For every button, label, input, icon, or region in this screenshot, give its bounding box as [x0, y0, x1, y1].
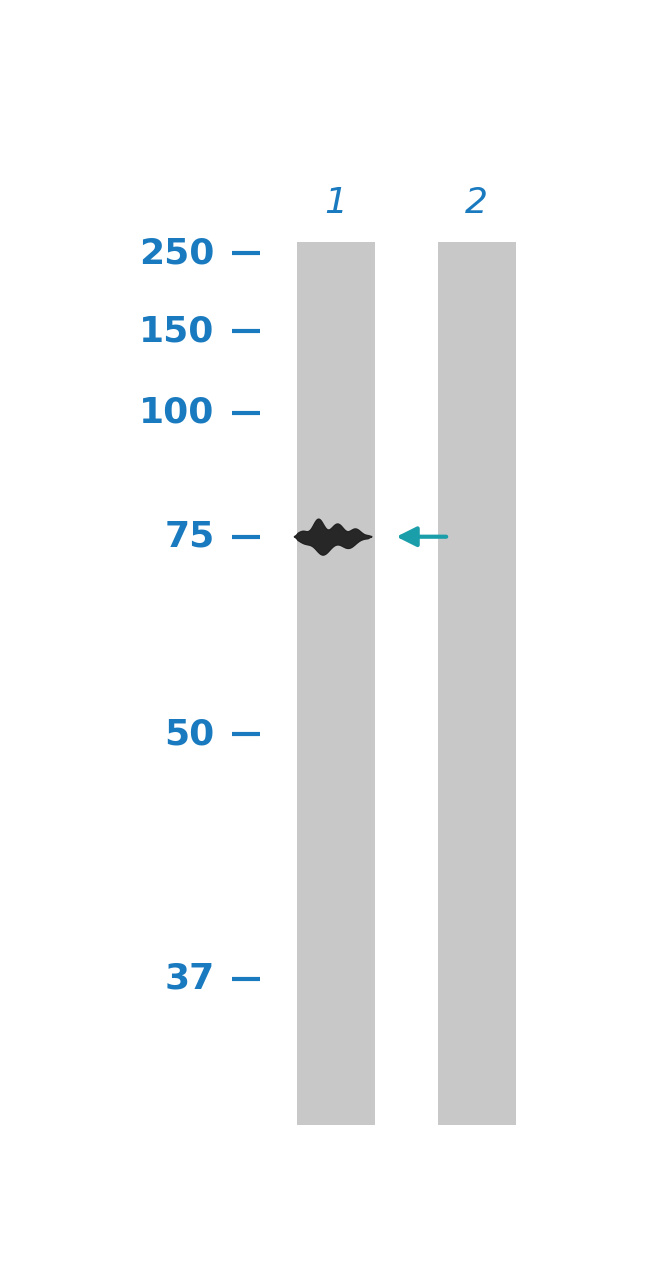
Text: 250: 250 — [139, 236, 214, 271]
Bar — [437, 243, 515, 1125]
Text: 2: 2 — [465, 187, 488, 220]
Bar — [296, 243, 374, 1125]
Text: 100: 100 — [139, 395, 214, 429]
Text: 75: 75 — [164, 519, 214, 554]
Text: 50: 50 — [164, 718, 214, 752]
Text: 1: 1 — [324, 187, 347, 220]
Text: 150: 150 — [139, 315, 214, 348]
Polygon shape — [294, 519, 372, 555]
Polygon shape — [294, 519, 372, 555]
Text: 37: 37 — [164, 961, 214, 996]
